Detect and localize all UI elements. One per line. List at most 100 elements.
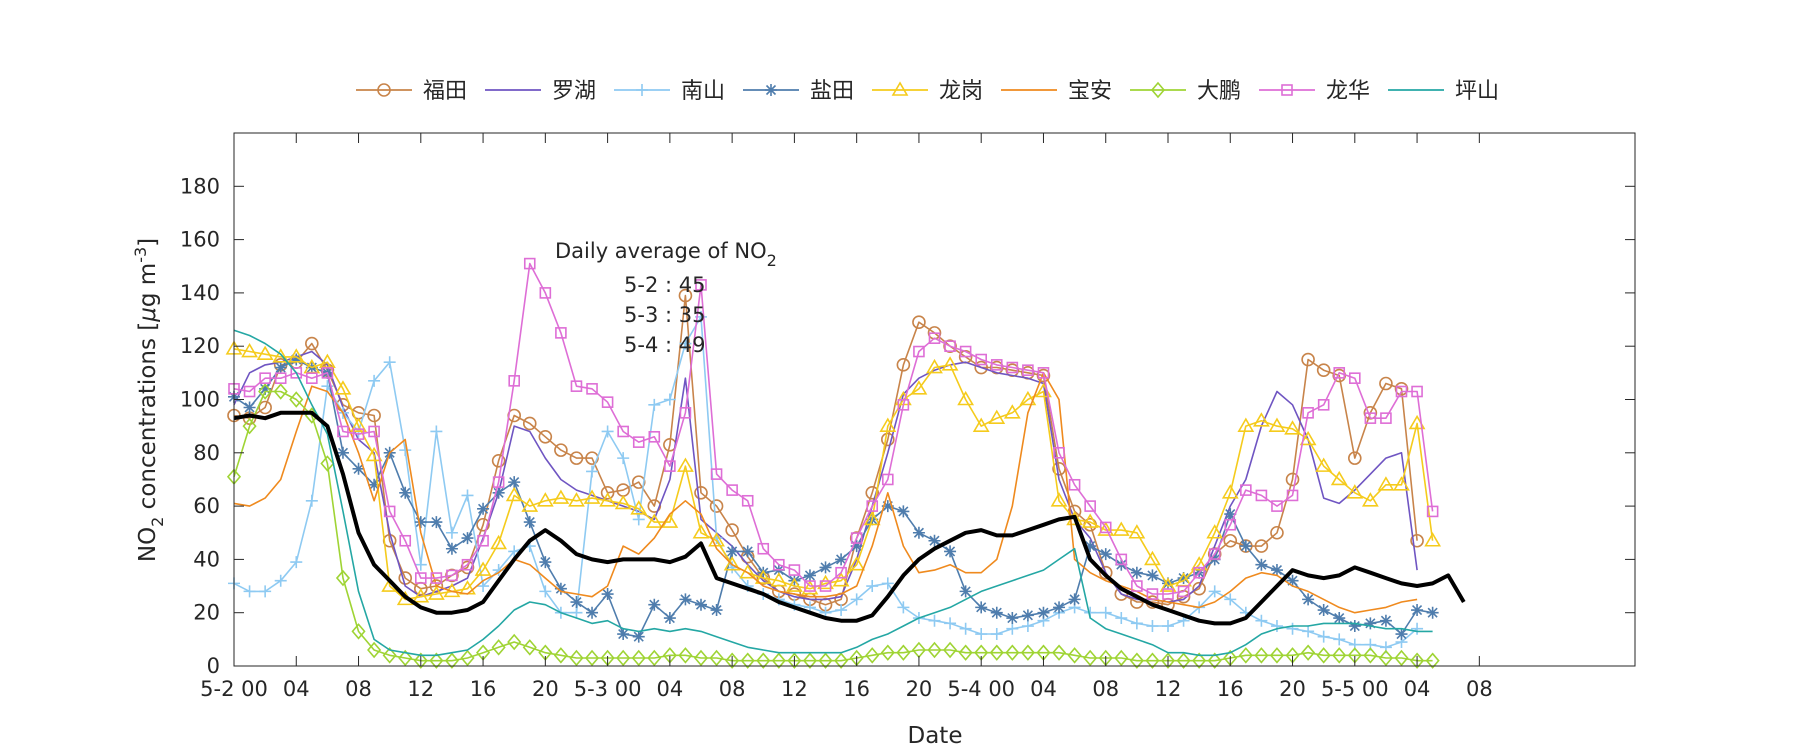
data-point (554, 582, 567, 595)
legend: 福田 罗湖 南山 盐田 龙岗 宝安 大鹏 龙华 坪山 (356, 79, 1499, 104)
data-point (788, 564, 801, 576)
data-point (770, 572, 788, 587)
legend-label: 宝安 (1068, 79, 1112, 104)
data-point (1299, 430, 1317, 446)
data-point (490, 534, 508, 550)
data-point (445, 542, 458, 555)
annotation-line-5-3: 5-3 : 35 (624, 303, 705, 327)
data-point (1115, 612, 1128, 625)
data-point (305, 494, 318, 507)
data-point (569, 649, 584, 667)
legend-item: 龙华 (1259, 79, 1370, 104)
data-point (352, 462, 365, 475)
y-tick-label: 60 (193, 494, 220, 518)
data-point (335, 569, 351, 587)
legend-marker (377, 83, 391, 97)
data-point (1317, 399, 1330, 411)
legend-label: 坪山 (1455, 79, 1499, 104)
data-point (1394, 649, 1409, 667)
data-point (988, 409, 1006, 424)
data-point (616, 649, 631, 667)
data-point (695, 279, 707, 291)
data-point (523, 516, 536, 529)
data-point (866, 580, 879, 593)
data-point (538, 430, 553, 444)
series-7 (228, 257, 1439, 600)
data-point (850, 593, 863, 606)
data-point (554, 443, 568, 457)
data-point (1053, 446, 1065, 459)
legend-marker (1150, 81, 1166, 99)
data-point (382, 647, 397, 664)
data-point (788, 574, 801, 587)
data-point (305, 336, 319, 351)
data-point (1377, 476, 1395, 491)
data-point (614, 494, 632, 510)
x-tick-label: 04 (283, 677, 310, 701)
data-point (1317, 604, 1330, 617)
data-point (1302, 407, 1314, 419)
data-point (399, 534, 412, 547)
y-tick-label: 140 (180, 281, 220, 305)
data-point (352, 428, 365, 440)
data-point (896, 358, 911, 372)
data-point (819, 580, 832, 592)
data-point (1099, 548, 1112, 561)
data-point (1207, 652, 1222, 669)
data-point (1099, 606, 1112, 619)
y-tick-label: 180 (180, 174, 220, 198)
data-point (274, 574, 287, 587)
data-point (272, 348, 290, 363)
data-point (1177, 572, 1190, 585)
data-point (1379, 376, 1393, 391)
data-point (928, 534, 941, 547)
data-point (1145, 652, 1160, 669)
data-point (928, 614, 941, 627)
data-point (336, 446, 349, 459)
data-point (570, 380, 583, 392)
data-point (368, 425, 380, 438)
data-point (350, 417, 367, 432)
data-point (944, 340, 956, 353)
data-point (850, 540, 863, 553)
data-point (461, 558, 474, 571)
data-point (1224, 508, 1237, 521)
data-point (1237, 417, 1255, 432)
series-6 (226, 383, 1440, 669)
data-point (897, 505, 910, 518)
data-point (461, 532, 474, 545)
data-point (1050, 492, 1068, 507)
data-point (1115, 553, 1128, 566)
data-point (1361, 492, 1379, 507)
legend-item: 宝安 (1001, 79, 1112, 104)
data-point (586, 606, 599, 619)
data-point (368, 374, 381, 387)
data-point (632, 513, 645, 526)
data-point (491, 639, 506, 656)
data-point (289, 391, 304, 408)
y-tick-label: 0 (207, 654, 220, 678)
data-point (1019, 390, 1037, 406)
data-point (663, 612, 676, 625)
data-point (1254, 539, 1269, 553)
data-point (1315, 457, 1333, 472)
data-point (1330, 470, 1348, 486)
data-point (398, 649, 413, 667)
data-point (1036, 368, 1051, 383)
data-point (801, 580, 819, 595)
data-point (1255, 489, 1268, 502)
data-point (1394, 382, 1409, 396)
legend-item: 大鹏 (1130, 79, 1241, 104)
data-point (912, 315, 926, 330)
data-point (786, 577, 803, 592)
data-point (865, 485, 880, 500)
data-point (1270, 620, 1283, 633)
data-point (645, 513, 663, 528)
data-point (693, 649, 709, 667)
series-5 (233, 371, 1418, 614)
data-point (505, 486, 523, 502)
data-point (583, 489, 601, 504)
data-point (1269, 647, 1285, 664)
data-point (1301, 644, 1316, 661)
data-point (1208, 548, 1221, 560)
